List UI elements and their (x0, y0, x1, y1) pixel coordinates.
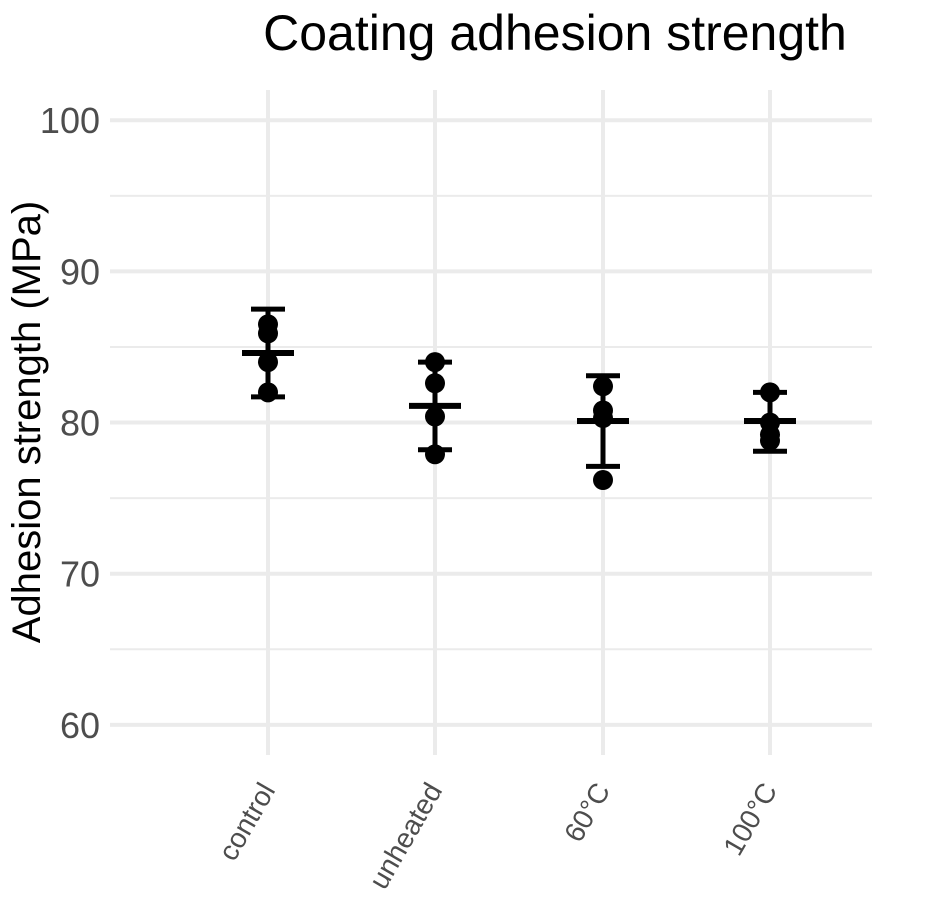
data-point (593, 470, 613, 490)
y-axis-ticks: 60 70 80 90 100 (40, 100, 100, 746)
x-tick-label: unheated (363, 778, 448, 895)
x-tick-label: 100°C (717, 778, 783, 861)
group-1 (409, 352, 461, 465)
group-3 (744, 382, 796, 454)
y-tick-label: 60 (60, 705, 100, 746)
x-tick-label: 60°C (558, 778, 616, 848)
y-axis-label: Adhesion strength (MPa) (5, 201, 49, 643)
data-marks (242, 306, 796, 490)
x-tick-label: control (212, 778, 281, 866)
group-0 (242, 306, 294, 403)
y-tick-label: 80 (60, 403, 100, 444)
group-2 (577, 373, 629, 490)
y-tick-label: 90 (60, 251, 100, 292)
x-axis-ticks: control unheated 60°C 100°C (212, 778, 783, 895)
y-tick-label: 70 (60, 554, 100, 595)
chart-title: Coating adhesion strength (263, 5, 847, 61)
y-tick-label: 100 (40, 100, 100, 141)
